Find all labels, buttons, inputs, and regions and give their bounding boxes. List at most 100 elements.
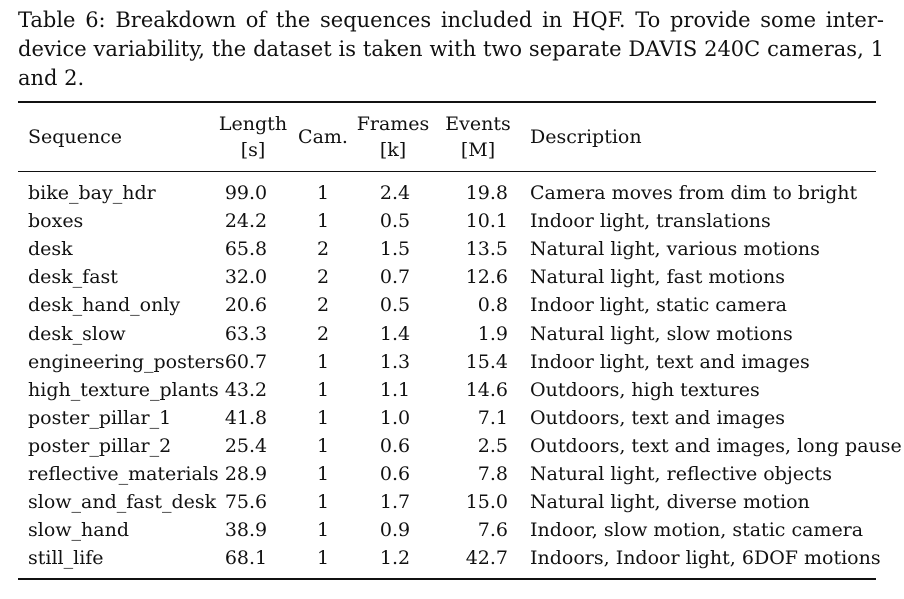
cell-events: 7.8 [477,462,508,485]
table-row: bike_bay_hdr 99.0 1 2.4 19.8 Camera moves fro… [18,179,876,207]
cell-frames: 1.2 [379,547,411,570]
table-row: slow_and_fast_desk 75.6 1 1.7 15.0 Natural li… [18,488,876,516]
table-row: reflective_materials 28.9 1 0.6 7.8 Natural l… [18,460,876,488]
cell-length: 41.8 [224,406,268,429]
cell-length: 20.6 [224,294,268,317]
header-length-unit: [s] [240,139,266,161]
header-spacer [18,167,876,179]
cell-cam: 2 [316,322,330,345]
cell-length: 99.0 [224,182,268,205]
table-row: still_life 68.1 1 1.2 42.7 Indoors, Indoor li… [18,544,881,572]
table-body: bike_bay_hdr 99.0 1 2.4 19.8 Camera moves fro… [18,167,902,572]
cell-cam: 1 [316,491,330,514]
cell-sequence: poster_pillar_1 [28,406,172,429]
cell-length: 63.3 [224,322,268,345]
cell-description: Natural light, reflective objects [530,462,832,485]
cell-frames: 0.6 [379,434,411,457]
cell-sequence: reflective_materials [28,462,219,485]
table-row: high_texture_plants 43.2 1 1.1 14.6 Outdoors,… [18,376,876,404]
cell-description: Outdoors, text and images [530,406,786,429]
header-length-name: Length [218,113,288,135]
cell-frames: 0.7 [379,266,411,289]
cell-cam: 1 [316,519,330,542]
cell-events: 12.6 [465,266,508,289]
header-frames-unit: [k] [379,139,407,161]
cell-frames: 1.7 [379,491,411,514]
header-events-unit: [M] [460,139,496,161]
cell-length: 28.9 [224,462,268,485]
cell-description: Indoor light, static camera [530,294,787,317]
cell-sequence: desk [28,238,73,261]
cell-cam: 1 [316,210,330,233]
cell-frames: 0.5 [379,210,411,233]
cell-description: Outdoors, text and images, long pause [530,434,902,457]
cell-cam: 1 [316,434,330,457]
header-sequence: Sequence [28,126,123,148]
cell-cam: 1 [316,547,330,570]
table-row: poster_pillar_1 41.8 1 1.0 7.1 Outdoors, text… [18,404,876,432]
cell-cam: 1 [316,378,330,401]
cell-events: 19.8 [465,182,508,205]
cell-length: 24.2 [224,210,268,233]
cell-sequence: boxes [28,210,84,233]
header-frames-name: Frames [356,113,430,135]
cell-frames: 0.6 [379,462,411,485]
cell-frames: 1.4 [379,322,411,345]
sequences-table: Sequence Length [s] Cam. Frames [k] Even… [18,107,902,572]
table-row: desk 65.8 2 1.5 13.5 Natural light, various m… [18,235,876,263]
cell-description: Indoor, slow motion, static camera [530,519,864,542]
table-row: desk_hand_only 20.6 2 0.5 0.8 Indoor light, s… [18,291,876,319]
cell-sequence: desk_slow [28,322,126,345]
cell-frames: 1.1 [379,378,411,401]
cell-sequence: engineering_posters [28,350,225,373]
table-row: desk_slow 63.3 2 1.4 1.9 Natural light, slow … [18,319,876,347]
cell-sequence: high_texture_plants [28,378,219,401]
cell-length: 68.1 [224,547,268,570]
header-description: Description [530,126,642,148]
cell-cam: 2 [316,294,330,317]
cell-cam: 2 [316,238,330,261]
cell-events: 7.1 [477,406,508,429]
table-row: poster_pillar_2 25.4 1 0.6 2.5 Outdoors, text… [18,432,902,460]
cell-events: 42.7 [465,547,508,570]
cell-length: 25.4 [224,434,268,457]
cell-description: Camera moves from dim to bright [530,182,858,205]
cell-events: 13.5 [465,238,508,261]
cell-sequence: poster_pillar_2 [28,434,172,457]
cell-events: 7.6 [477,519,508,542]
header-row: Sequence Length [s] Cam. Frames [k] Even… [18,107,876,167]
cell-events: 14.6 [465,378,508,401]
cell-sequence: bike_bay_hdr [28,182,156,205]
cell-sequence: desk_fast [28,266,118,289]
cell-length: 32.0 [224,266,268,289]
cell-description: Natural light, diverse motion [530,491,810,514]
bottom-rule [18,578,876,580]
table-caption: Table 6: Breakdown of the sequences incl… [18,8,884,90]
cell-frames: 0.5 [379,294,411,317]
cell-frames: 2.4 [379,182,411,205]
cell-length: 75.6 [224,491,268,514]
header-cam: Cam. [298,126,348,148]
header-events: Events [M] [438,107,518,167]
header-frames: Frames [k] [348,107,438,167]
table-row: desk_fast 32.0 2 0.7 12.6 Natural light, fast… [18,263,876,291]
cell-frames: 1.5 [379,238,411,261]
cell-length: 38.9 [224,519,268,542]
cell-description: Outdoors, high textures [530,378,760,401]
cell-sequence: slow_hand [28,519,129,542]
cell-events: 0.8 [477,294,508,317]
cell-description: Indoor light, translations [530,210,771,233]
cell-frames: 1.0 [379,406,411,429]
cell-cam: 1 [316,350,330,373]
header-rule [18,171,876,172]
cell-description: Natural light, slow motions [530,322,793,345]
cell-sequence: desk_hand_only [28,294,181,317]
cell-length: 43.2 [224,378,268,401]
cell-cam: 1 [316,462,330,485]
cell-description: Natural light, various motions [530,238,820,261]
cell-frames: 0.9 [379,519,411,542]
header-events-name: Events [445,113,511,135]
cell-events: 15.4 [465,350,508,373]
cell-description: Indoor light, text and images [530,350,810,373]
cell-frames: 1.3 [379,350,411,373]
